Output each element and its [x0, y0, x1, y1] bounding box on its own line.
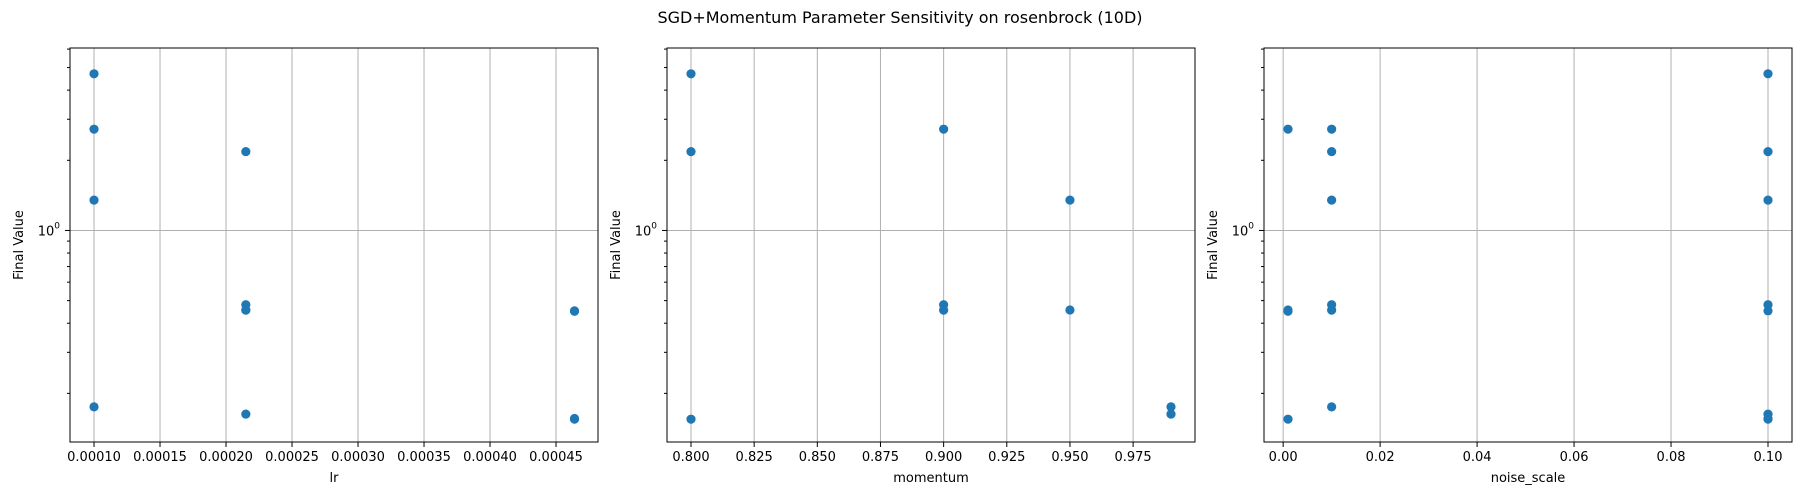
- x-tick-label: 0.950: [1051, 450, 1088, 465]
- x-tick-label: 0.04: [1463, 450, 1492, 465]
- data-point: [1166, 402, 1176, 412]
- x-tick-label: 0.00035: [397, 450, 451, 465]
- data-point: [569, 414, 580, 424]
- data-point: [1166, 409, 1176, 419]
- x-tick-label: 0.00020: [199, 450, 253, 465]
- y-axis-label: Final Value: [1206, 210, 1221, 280]
- data-point: [1327, 195, 1337, 205]
- data-point: [686, 69, 696, 79]
- data-point: [1763, 414, 1773, 424]
- data-point: [1763, 146, 1773, 157]
- x-tick-label: 0.925: [988, 450, 1025, 465]
- x-tick-label: 0.00025: [265, 450, 319, 465]
- data-point: [89, 69, 99, 79]
- x-tick-label: 0.975: [1114, 450, 1151, 465]
- x-tick-label: 0.875: [862, 450, 899, 465]
- x-tick-label: 0.10: [1754, 450, 1783, 465]
- data-point: [686, 414, 696, 424]
- data-point: [241, 305, 251, 315]
- x-tick-label: 0.00: [1269, 450, 1298, 465]
- data-point: [1763, 69, 1773, 79]
- data-point: [1327, 305, 1337, 315]
- x-tick-label: 0.00030: [331, 450, 385, 465]
- axes-frame: [666, 47, 1196, 443]
- data-point: [1327, 402, 1337, 412]
- data-point: [89, 402, 99, 412]
- x-tick-label: 0.800: [672, 450, 709, 465]
- data-point: [89, 195, 99, 205]
- x-tick-label: 0.825: [736, 450, 773, 465]
- data-point: [1327, 124, 1337, 134]
- x-axis-label: momentum: [893, 471, 969, 486]
- x-tick-label: 0.00010: [67, 450, 121, 465]
- x-tick-label: 0.850: [799, 450, 836, 465]
- data-point: [939, 305, 949, 315]
- x-tick-label: 0.00015: [133, 450, 187, 465]
- x-axis-label: noise_scale: [1491, 471, 1566, 486]
- x-tick-label: 0.08: [1657, 450, 1686, 465]
- data-point: [1065, 305, 1075, 315]
- data-point: [1327, 146, 1337, 157]
- data-point: [1283, 414, 1293, 424]
- data-point: [1763, 306, 1773, 316]
- data-point: [1763, 195, 1773, 205]
- axes-frame: [69, 47, 599, 443]
- x-tick-label: 0.06: [1560, 450, 1589, 465]
- x-tick-label: 0.00040: [463, 450, 517, 465]
- data-point: [89, 124, 99, 134]
- y-axis-label: Final Value: [12, 210, 27, 280]
- data-point: [939, 124, 949, 134]
- x-tick-label: 0.900: [925, 450, 962, 465]
- data-point: [1065, 195, 1075, 205]
- data-point: [241, 146, 251, 157]
- data-point: [569, 306, 580, 316]
- subplot-2: 0.800 0.825 0.850 0.875 0.900 0.925 0.950 0.975…: [609, 47, 1196, 486]
- data-point: [1283, 124, 1293, 134]
- x-tick-label: 0.00045: [529, 450, 583, 465]
- y-axis-label: Final Value: [609, 210, 624, 280]
- data-point: [1283, 306, 1293, 316]
- x-axis-label: lr: [330, 471, 340, 486]
- axes-frame: [1263, 47, 1793, 443]
- plots-group: 0.00010 0.00015 0.00020 0.00025 0.00030 0.000…: [12, 47, 1793, 486]
- data-point: [241, 409, 251, 419]
- data-point: [686, 146, 696, 157]
- x-tick-label: 0.02: [1366, 450, 1395, 465]
- figure-title: SGD+Momentum Parameter Sensitivity on ro…: [657, 8, 1142, 27]
- subplot-1: 0.00010 0.00015 0.00020 0.00025 0.00030 0.000…: [12, 47, 599, 486]
